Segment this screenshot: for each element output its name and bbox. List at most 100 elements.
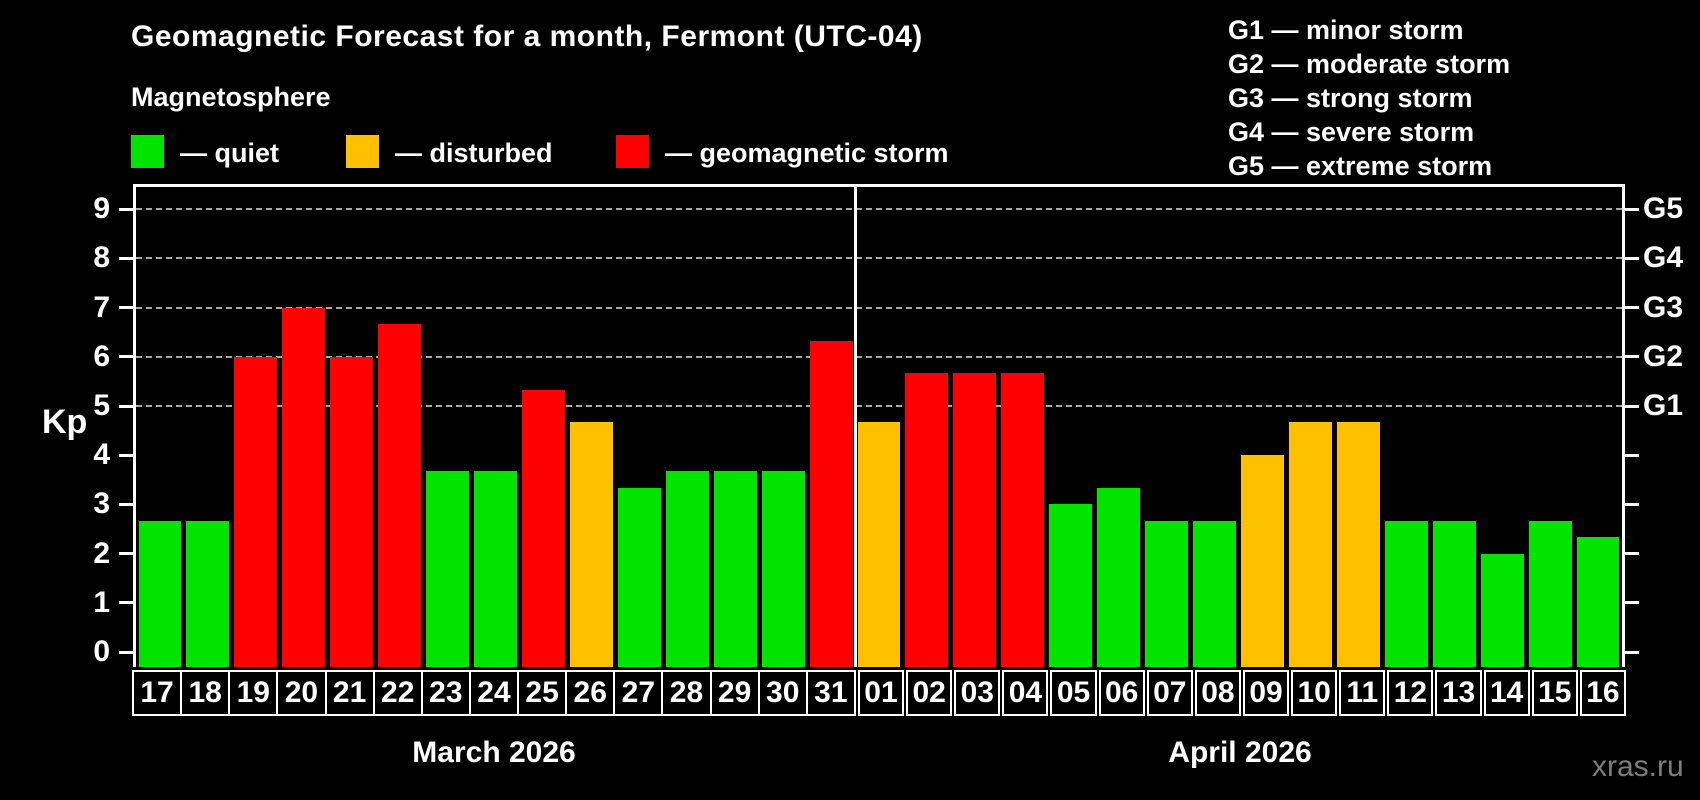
kp-bar-day-17 xyxy=(138,520,182,667)
left-axis-tick-5 xyxy=(119,404,133,408)
left-axis-tick-9 xyxy=(119,207,133,211)
right-axis-tick-5 xyxy=(1625,404,1639,408)
date-cell-11: 11 xyxy=(1339,670,1386,716)
left-axis-tick-6 xyxy=(119,355,133,359)
date-cell-01: 01 xyxy=(857,670,905,716)
date-cell-18: 18 xyxy=(180,670,231,716)
left-axis-tick-1 xyxy=(119,601,133,605)
g-scale-legend-line: G5 — extreme storm xyxy=(1228,151,1493,181)
kp-bar-day-11 xyxy=(1336,422,1380,667)
left-axis-tick-8 xyxy=(119,256,133,260)
date-cell-05: 05 xyxy=(1050,670,1097,716)
date-cell-30: 30 xyxy=(757,670,808,716)
date-cell-24: 24 xyxy=(468,670,520,716)
storm-legend-swatch xyxy=(616,135,649,168)
date-cell-06: 06 xyxy=(1098,670,1145,716)
date-cell-22: 22 xyxy=(372,670,423,716)
date-cell-29: 29 xyxy=(709,670,760,716)
date-axis-row: 17 18 19 20 21 22 23 24 25 26 27 28 29 30 31 01 02 03 04 05… xyxy=(132,670,1626,716)
date-cell-12: 12 xyxy=(1387,670,1434,716)
kp-bar-day-31 xyxy=(809,340,853,667)
date-cell-03: 03 xyxy=(954,670,1001,716)
g-scale-axis-label-G1: G1 xyxy=(1643,389,1684,422)
kp-bar-day-14 xyxy=(1480,553,1524,667)
date-cell-08: 08 xyxy=(1194,670,1241,716)
disturbed-legend-swatch xyxy=(346,135,379,168)
kp-bar-day-30 xyxy=(761,471,805,667)
right-axis-tick-6 xyxy=(1625,355,1639,359)
y-tick-label-7: 7 xyxy=(93,290,110,324)
date-cell-27: 27 xyxy=(613,670,664,716)
right-axis-tick-2 xyxy=(1625,552,1639,556)
kp-bar-day-23 xyxy=(426,471,470,667)
date-cell-14: 14 xyxy=(1483,670,1530,716)
date-cell-17: 17 xyxy=(132,670,183,716)
kp-bar-day-22 xyxy=(378,323,422,667)
month-label-april: April 2026 xyxy=(1168,736,1312,769)
kp-bar-day-27 xyxy=(617,488,661,667)
y-tick-label-9: 9 xyxy=(93,192,110,226)
watermark: xras.ru xyxy=(1592,750,1684,783)
y-tick-label-2: 2 xyxy=(93,536,110,570)
plot-inner xyxy=(136,187,1622,667)
plot-area xyxy=(133,184,1625,667)
y-tick-label-6: 6 xyxy=(93,339,110,373)
gridline-kp-9 xyxy=(136,208,1622,211)
left-axis-tick-3 xyxy=(119,502,133,506)
date-cell-09: 09 xyxy=(1242,670,1290,716)
left-axis-tick-4 xyxy=(119,453,133,457)
date-cell-02: 02 xyxy=(906,670,953,716)
storm-legend-label: — geomagnetic storm xyxy=(665,138,949,168)
month-label-march: March 2026 xyxy=(412,736,576,769)
gridline-kp-6 xyxy=(136,355,1622,358)
kp-bar-day-29 xyxy=(713,471,757,667)
y-tick-label-3: 3 xyxy=(93,487,110,521)
kp-bar-day-05 xyxy=(1049,504,1093,667)
gridline-kp-7 xyxy=(136,306,1622,309)
kp-bar-day-04 xyxy=(1001,373,1045,667)
left-axis-tick-0 xyxy=(119,650,133,654)
date-cell-16: 16 xyxy=(1579,670,1626,716)
right-axis-tick-9 xyxy=(1625,207,1639,211)
left-axis-tick-7 xyxy=(119,306,133,310)
quiet-legend-label: — quiet xyxy=(180,138,279,168)
date-cell-28: 28 xyxy=(661,670,712,716)
date-cell-26: 26 xyxy=(565,670,616,716)
kp-bar-day-25 xyxy=(521,389,565,667)
month-divider-line xyxy=(853,187,857,667)
date-cell-19: 19 xyxy=(228,670,279,716)
kp-bar-day-26 xyxy=(569,422,613,667)
kp-bar-day-02 xyxy=(905,373,949,667)
right-axis-tick-4 xyxy=(1625,453,1639,457)
gridline-kp-5 xyxy=(136,405,1622,407)
quiet-legend-swatch xyxy=(131,135,164,168)
right-axis-tick-1 xyxy=(1625,601,1639,605)
kp-bar-day-28 xyxy=(665,471,709,667)
kp-bar-day-06 xyxy=(1097,488,1141,667)
y-tick-label-5: 5 xyxy=(93,389,110,422)
magnetosphere-subtitle: Magnetosphere xyxy=(131,82,331,112)
left-axis-tick-2 xyxy=(119,552,133,556)
kp-bar-day-12 xyxy=(1384,520,1428,667)
right-axis-tick-3 xyxy=(1625,502,1639,506)
kp-bar-day-08 xyxy=(1193,520,1236,667)
g-scale-legend-line: G1 — minor storm xyxy=(1228,15,1464,45)
date-cell-20: 20 xyxy=(276,670,327,716)
kp-bar-day-07 xyxy=(1145,520,1189,667)
kp-bar-day-18 xyxy=(186,520,230,667)
g-scale-legend-line: G4 — severe storm xyxy=(1228,117,1475,147)
kp-bar-day-21 xyxy=(330,356,374,667)
g-scale-legend-line: G3 — strong storm xyxy=(1228,83,1473,113)
date-cell-31: 31 xyxy=(805,670,856,716)
kp-bar-day-10 xyxy=(1288,422,1332,667)
kp-bar-day-09 xyxy=(1241,455,1284,667)
g-scale-axis-label-G3: G3 xyxy=(1643,290,1684,324)
date-cell-21: 21 xyxy=(324,670,375,716)
kp-bar-day-16 xyxy=(1576,537,1620,667)
g-scale-legend-line: G2 — moderate storm xyxy=(1228,49,1511,79)
kp-bar-day-15 xyxy=(1528,520,1572,667)
y-tick-label-8: 8 xyxy=(93,241,110,275)
date-cell-10: 10 xyxy=(1291,670,1338,716)
kp-bar-day-24 xyxy=(474,471,517,667)
